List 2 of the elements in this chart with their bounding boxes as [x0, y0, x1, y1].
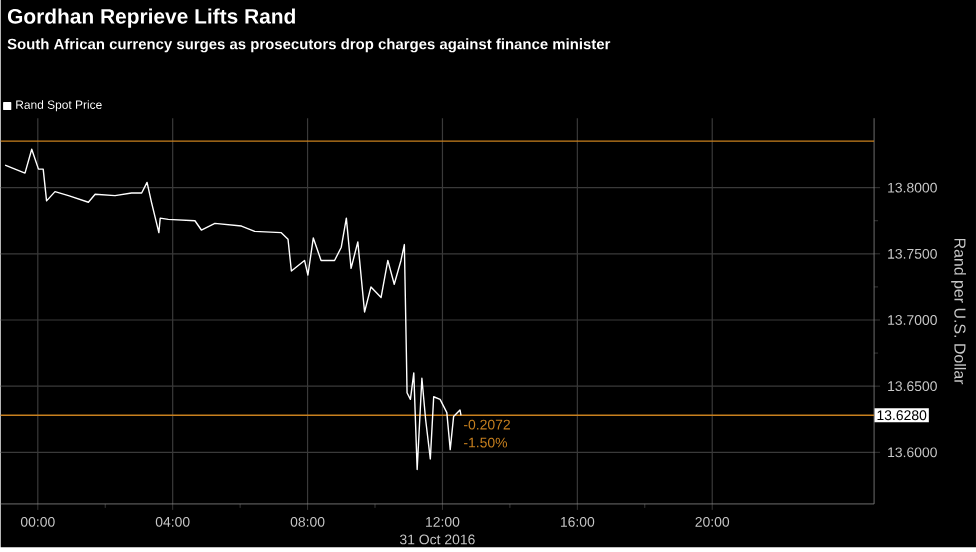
line-series [4, 149, 462, 471]
chart-title: Gordhan Reprieve Lifts Rand [7, 8, 295, 29]
